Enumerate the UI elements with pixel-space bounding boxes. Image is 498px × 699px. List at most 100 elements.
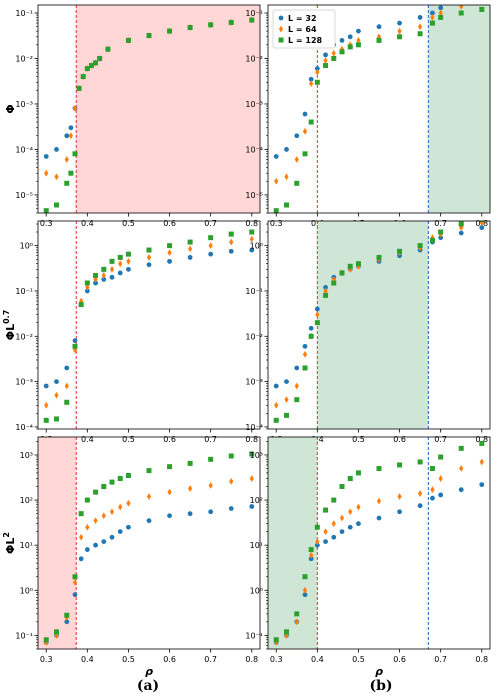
data-points [273,440,485,646]
point-0-7 [101,277,107,282]
point-1-2 [294,382,299,390]
point-0-9 [117,270,123,276]
point-1-14 [430,14,435,21]
point-0-1 [54,379,59,385]
point-2-12 [397,248,403,254]
point-2-14 [429,466,435,472]
point-1-16 [249,235,254,243]
point-2-7 [101,483,107,489]
point-0-9 [347,34,353,40]
x-tick-label-5: 0.8 [475,435,488,444]
point-2-17 [228,19,234,25]
point-2-6 [80,74,86,80]
point-0-3 [302,111,308,117]
x-tick-label-2: 0.5 [352,655,365,664]
point-0-5 [314,306,320,312]
point-1-3 [302,350,308,358]
point-2-14 [208,235,214,241]
point-2-0 [43,417,49,423]
y-tick-label-0: 10⁻⁵ [245,191,263,200]
point-0-6 [323,284,328,290]
point-0-0 [273,154,279,159]
point-1-7 [331,520,336,528]
y-tick-label-2: 10⁻² [15,332,33,341]
point-2-15 [228,453,234,459]
point-1-5 [85,283,90,291]
point-0-6 [93,542,98,548]
x-tick-label-3: 0.6 [393,435,406,444]
point-1-15 [438,9,443,17]
point-2-7 [84,66,90,72]
point-2-8 [339,270,345,276]
point-2-12 [397,34,403,40]
point-1-10 [356,36,361,44]
point-2-5 [314,79,320,85]
x-tick-label-3: 0.6 [163,655,176,664]
point-1-9 [118,503,123,511]
point-2-2 [64,399,70,405]
point-2-2 [64,612,70,618]
point-2-6 [323,292,329,298]
x-tick-label-1: 0.4 [81,655,94,664]
x-tick-label-4: 0.7 [434,435,447,444]
legend-marker-2 [278,37,284,43]
y-tick-label-2: 10¹ [250,541,263,550]
y-tick-label-1: 10⁻⁴ [245,145,263,154]
point-1-4 [79,297,84,305]
x-tick-label-5: 0.8 [245,435,258,444]
point-2-3 [302,365,308,371]
point-2-5 [76,85,82,91]
point-1-5 [85,523,90,531]
point-1-8 [339,514,345,522]
y-tick-label-1: 10⁰ [250,586,263,595]
point-0-14 [430,495,435,501]
point-0-15 [228,248,234,254]
point-2-3 [72,574,78,580]
point-0-5 [84,547,90,552]
point-0-15 [228,506,234,511]
x-tick-label-3: 0.6 [163,219,176,228]
point-1-0 [44,169,49,177]
point-1-9 [118,260,123,268]
point-1-5 [315,538,320,546]
point-1-10 [356,503,361,511]
point-1-12 [167,488,172,496]
point-2-7 [331,55,337,61]
legend-label-1: L = 64 [288,25,317,34]
point-2-5 [84,280,90,286]
panel-a-top: 10⁻⁵ 10⁻⁴ 10⁻³ 10⁻² 10⁻¹ 0.3 0.4 0.5 0.6 0.7 0.8 Φ [4,4,261,228]
panel-a-bot: 10⁻¹ 10⁰ 10¹ 10² 10³ 0.3 0.4 0.5 0.6 0.7 0.8 ΦL2 ρ [2,436,261,678]
caption-b: (b) [369,678,392,694]
point-2-16 [458,221,464,227]
point-0-6 [93,280,98,286]
point-0-14 [430,10,435,16]
point-2-10 [97,55,103,61]
point-1-0 [274,177,279,185]
point-0-0 [43,154,49,159]
point-0-13 [187,255,193,260]
x-tick-label-4: 0.7 [204,219,217,228]
point-2-1 [54,416,59,422]
point-0-12 [167,258,172,264]
point-1-3 [72,346,78,354]
point-2-0 [43,637,49,643]
legend-label-0: L = 32 [288,14,317,23]
point-0-1 [284,379,289,385]
point-2-14 [167,28,173,34]
point-0-3 [68,125,74,131]
point-2-3 [302,574,308,580]
point-1-11 [376,497,382,505]
point-0-16 [458,230,464,236]
point-1-17 [480,0,484,5]
point-2-10 [355,261,361,267]
point-2-13 [417,459,423,465]
y-tick-label-2: 10¹ [20,541,33,550]
y-tick-label-3: 10² [20,496,33,505]
plot-frame [267,220,491,430]
data-points [273,0,485,213]
point-1-4 [72,104,78,112]
point-1-14 [208,482,213,489]
point-2-0 [273,208,279,213]
data-points [43,451,255,646]
point-2-13 [417,31,423,37]
